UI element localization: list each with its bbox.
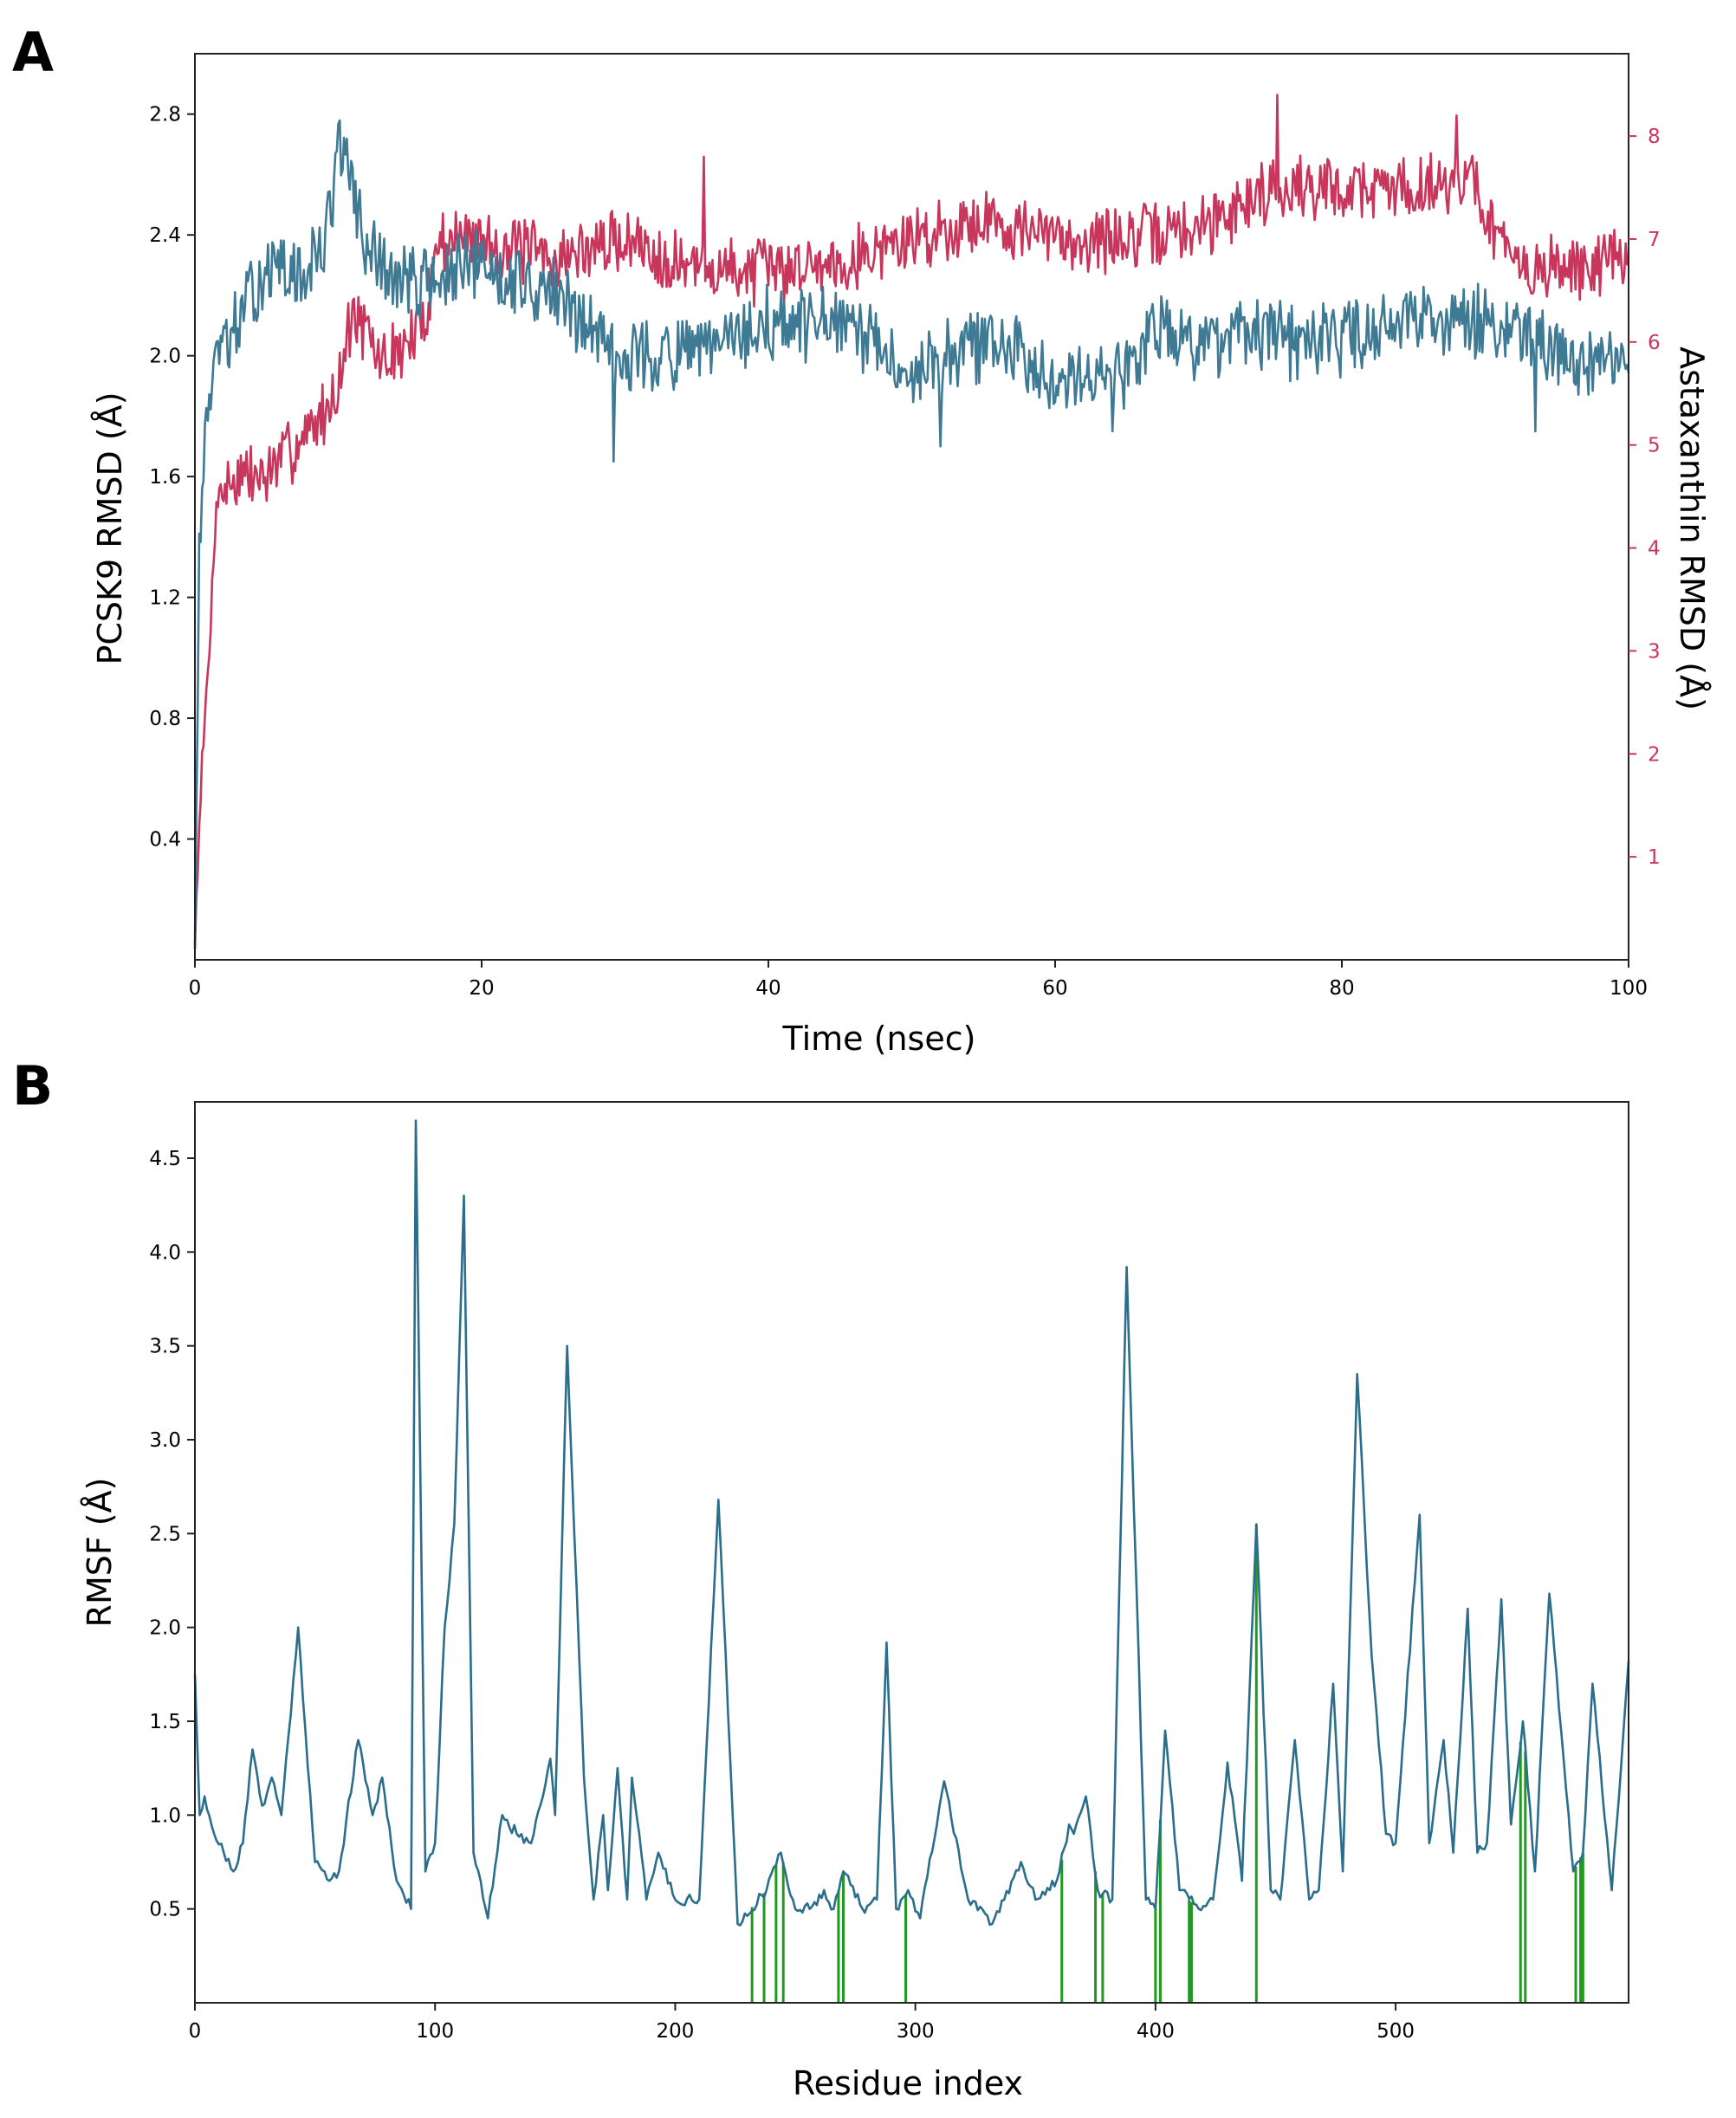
rmsf-y-tick-label: 4.5	[149, 1148, 181, 1170]
panel-label-b: B	[12, 1054, 53, 1117]
rmsd-x-tick-label: 40	[755, 977, 781, 1000]
rmsf-x-tick-label: 0	[189, 2020, 202, 2043]
rmsf-x-axis-title: Residue index	[793, 2064, 1023, 2102]
rmsd-right-y-tick-label: 4	[1648, 538, 1661, 560]
rmsf-series-group	[193, 1119, 1630, 1927]
rmsd-left-y-tick-label: 2.0	[149, 346, 181, 368]
rmsf-y-axis-title: RMSF (Å)	[81, 1478, 119, 1628]
rmsd-chart: 0 20 40 60 80 100 0.4 0.8 1.2 1.6 2.0 2.4 2.8 1 2 3 4 5…	[91, 53, 1711, 1058]
panel-label-a: A	[12, 21, 54, 84]
rmsd-right-y-tick-label: 1	[1648, 846, 1661, 869]
rmsd-right-y-tick-label: 6	[1648, 332, 1661, 354]
rmsd-right-y-axis-title: Astaxanthin RMSD (Å)	[1673, 347, 1711, 710]
rmsd-x-tick-label: 100	[1610, 977, 1648, 1000]
rmsd-plot-frame	[194, 53, 1629, 961]
rmsd-left-y-tick-label: 1.6	[149, 466, 181, 489]
rmsd-right-y-tick-label: 3	[1648, 640, 1661, 663]
rmsf-x-tick-label: 500	[1376, 2020, 1415, 2043]
rmsd-right-y-tick-label: 7	[1648, 229, 1661, 251]
rmsd-x-tick-label: 0	[189, 977, 202, 1000]
rmsf-chart: 0 100 200 300 400 500 0.5 1.0 1.5 2.0 2.5 3.0 3.5 4.…	[81, 1101, 1630, 2102]
rmsd-left-y-tick-label: 0.8	[149, 708, 181, 730]
rmsd-left-y-tick-label: 2.4	[149, 224, 181, 247]
rmsf-line	[193, 1119, 1630, 1927]
rmsf-y-tick-label: 3.5	[149, 1336, 181, 1358]
rmsf-x-tick-label: 300	[897, 2020, 935, 2043]
rmsd-right-y-tick-label: 2	[1648, 743, 1661, 766]
rmsd-right-y-tick-label: 5	[1648, 435, 1661, 457]
contact-residue-bars	[750, 1524, 1584, 2003]
rmsf-x-tick-label: 400	[1137, 2020, 1175, 2043]
rmsf-x-tick-label: 200	[656, 2020, 694, 2043]
rmsd-left-y-tick-label: 1.2	[149, 587, 181, 610]
rmsd-x-axis-title: Time (nsec)	[782, 1020, 976, 1058]
rmsf-y-tick-label: 4.0	[149, 1241, 181, 1264]
rmsd-right-y-tick-label: 8	[1648, 126, 1661, 148]
rmsd-left-y-tick-label: 0.4	[149, 829, 181, 852]
rmsd-left-y-tick-label: 2.8	[149, 104, 181, 126]
pcsk9-rmsd-line	[193, 119, 1630, 945]
rmsd-x-tick-label: 20	[469, 977, 494, 1000]
rmsf-y-tick-label: 0.5	[149, 1899, 181, 1921]
rmsf-plot-frame	[194, 1101, 1629, 2004]
rmsd-series-group	[193, 94, 1630, 950]
rmsd-left-y-axis-title: PCSK9 RMSD (Å)	[91, 392, 129, 664]
rmsd-x-tick-label: 80	[1329, 977, 1354, 1000]
rmsf-y-tick-label: 2.5	[149, 1523, 181, 1545]
rmsf-y-tick-label: 1.0	[149, 1804, 181, 1827]
rmsd-x-tick-label: 60	[1042, 977, 1067, 1000]
rmsf-y-tick-label: 3.0	[149, 1429, 181, 1452]
rmsf-y-tick-label: 2.0	[149, 1617, 181, 1640]
rmsf-x-tick-label: 100	[416, 2020, 454, 2043]
rmsf-y-tick-label: 1.5	[149, 1711, 181, 1733]
